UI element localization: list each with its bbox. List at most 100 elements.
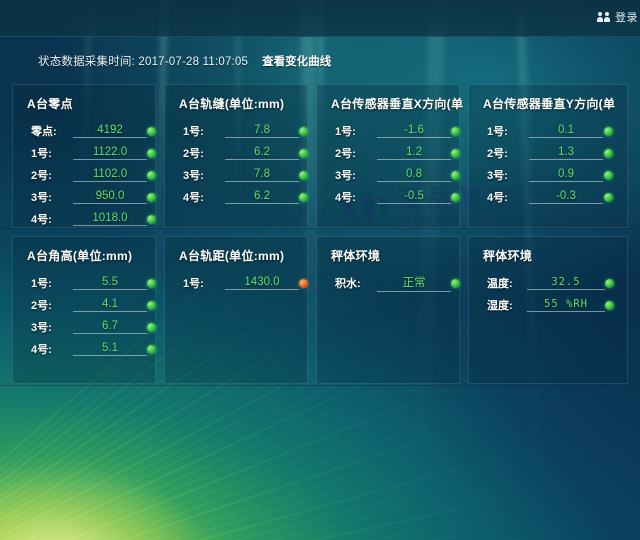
measurement-value: 950.0	[73, 190, 147, 204]
panel-title: A台传感器垂直Y方向(单	[483, 97, 616, 111]
measurement-value: 6.7	[73, 320, 147, 334]
panel-p3: A台传感器垂直X方向(单 1号: -1.6 2号: 1.2 3号: 0.8 4号: -0.5	[316, 84, 463, 228]
measurement-value: 1.3	[529, 146, 603, 160]
measurement-row: 4号: 6.2	[165, 186, 308, 208]
measurement-row: 1号: -1.6	[317, 120, 460, 142]
measurement-row: 2号: 1.3	[469, 142, 627, 164]
background-corner-glow	[0, 330, 330, 540]
measurement-row: 1号: 7.8	[165, 120, 308, 142]
measurement-label: 湿度:	[487, 300, 513, 312]
measurement-value: 6.2	[225, 146, 299, 160]
measurement-value: 4192	[73, 124, 147, 138]
measurement-value: 正常	[377, 274, 451, 292]
measurement-row: 温度: 32.5	[469, 272, 627, 294]
measurement-label: 3号:	[335, 170, 356, 182]
measurement-label: 4号:	[487, 192, 508, 204]
status-led-warning	[299, 278, 308, 288]
people-icon	[597, 11, 611, 23]
panel-p2: A台轨缝(单位:mm) 1号: 7.8 2号: 6.2 3号: 7.8 4号: 6.2	[164, 84, 308, 228]
panel-rows: 1号: 1430.0	[165, 272, 308, 294]
panel-rows: 1号: 0.1 2号: 1.3 3号: 0.9 4号: -0.3	[469, 120, 627, 208]
measurement-row: 3号: 0.8	[317, 164, 460, 186]
measurement-row: 1号: 1430.0	[165, 272, 308, 294]
user-account-button[interactable]: 登录	[597, 9, 638, 25]
panel-rows: 1号: 7.8 2号: 6.2 3号: 7.8 4号: 6.2	[165, 120, 308, 208]
light-shaft	[318, 0, 323, 240]
top-bar: 登录	[0, 0, 640, 37]
status-led-ok	[451, 192, 460, 202]
measurement-label: 4号:	[335, 192, 356, 204]
measurement-value: 55 %RH	[527, 298, 605, 312]
measurement-value: 6.2	[225, 190, 299, 204]
background-hairline	[0, 228, 640, 229]
panel-rows: 零点: 4192 1号: 1122.0 2号: 1102.0 3号: 950.0 4号: 1018…	[13, 120, 156, 230]
measurement-value: -1.6	[377, 124, 451, 138]
panel-title: 秤体环境	[483, 249, 533, 263]
measurement-label: 积水:	[335, 278, 361, 290]
measurement-label: 4号:	[31, 344, 52, 356]
measurement-row: 零点: 4192	[13, 120, 156, 142]
measurement-value: 7.8	[225, 124, 299, 138]
panel-p7: 秤体环境积水: 正常	[316, 236, 460, 384]
measurement-label: 1号:	[183, 278, 204, 290]
background-hairline	[0, 385, 640, 386]
status-led-ok	[451, 148, 460, 158]
panel-title: A台轨缝(单位:mm)	[179, 97, 285, 111]
measurement-row: 3号: 6.7	[13, 316, 156, 338]
measurement-row: 1号: 5.5	[13, 272, 156, 294]
measurement-label: 1号:	[31, 148, 52, 160]
measurement-label: 2号:	[335, 148, 356, 160]
status-led-ok	[147, 344, 156, 354]
status-line: 状态数据采集时间: 2017-07-28 11:07:05 查看变化曲线	[0, 52, 640, 70]
panel-title: 秤体环境	[331, 249, 381, 263]
measurement-label: 3号:	[183, 170, 204, 182]
measurement-label: 2号:	[31, 300, 52, 312]
panel-rows: 1号: 5.5 2号: 4.1 3号: 6.7 4号: 5.1	[13, 272, 156, 360]
measurement-value: 32.5	[527, 276, 605, 290]
panel-title: A台轨距(单位:mm)	[179, 249, 285, 263]
measurement-value: 0.1	[529, 124, 603, 138]
measurement-label: 1号:	[335, 126, 356, 138]
measurement-value: 1122.0	[73, 146, 147, 160]
measurement-row: 1号: 1122.0	[13, 142, 156, 164]
status-led-ok	[147, 278, 156, 288]
status-led-ok	[147, 300, 156, 310]
measurement-row: 4号: 5.1	[13, 338, 156, 360]
measurement-label: 1号:	[31, 278, 52, 290]
measurement-label: 3号:	[31, 192, 52, 204]
measurement-value: 1.2	[377, 146, 451, 160]
measurement-value: 5.1	[73, 342, 147, 356]
view-change-curve-link[interactable]: 查看变化曲线	[262, 56, 332, 68]
status-led-ok	[147, 192, 156, 202]
status-led-ok	[299, 170, 308, 180]
panel-p6: A台轨距(单位:mm) 1号: 1430.0	[164, 236, 308, 384]
status-led-ok	[604, 126, 613, 136]
status-led-ok	[451, 170, 460, 180]
measurement-row: 4号: 1018.0	[13, 208, 156, 230]
status-led-ok	[147, 126, 156, 136]
measurement-row: 湿度: 55 %RH	[469, 294, 627, 316]
measurement-row: 2号: 6.2	[165, 142, 308, 164]
measurement-row: 积水: 正常	[317, 272, 460, 294]
status-led-ok	[147, 170, 156, 180]
measurement-row: 4号: -0.3	[469, 186, 627, 208]
panel-title: A台零点	[27, 97, 73, 111]
measurement-label: 2号:	[487, 148, 508, 160]
measurement-label: 1号:	[183, 126, 204, 138]
status-led-ok	[147, 214, 156, 224]
measurement-label: 温度:	[487, 278, 513, 290]
measurement-row: 1号: 0.1	[469, 120, 627, 142]
measurement-row: 2号: 1102.0	[13, 164, 156, 186]
measurement-row: 3号: 950.0	[13, 186, 156, 208]
status-collect-time: 状态数据采集时间: 2017-07-28 11:07:05	[38, 56, 249, 68]
measurement-label: 2号:	[183, 148, 204, 160]
measurement-row: 2号: 4.1	[13, 294, 156, 316]
measurement-value: 1430.0	[225, 276, 299, 290]
status-led-ok	[604, 192, 613, 202]
status-led-ok	[451, 126, 460, 136]
measurement-value: -0.5	[377, 190, 451, 204]
measurement-value: 5.5	[73, 276, 147, 290]
status-led-ok	[605, 300, 614, 310]
status-led-ok	[451, 278, 460, 288]
